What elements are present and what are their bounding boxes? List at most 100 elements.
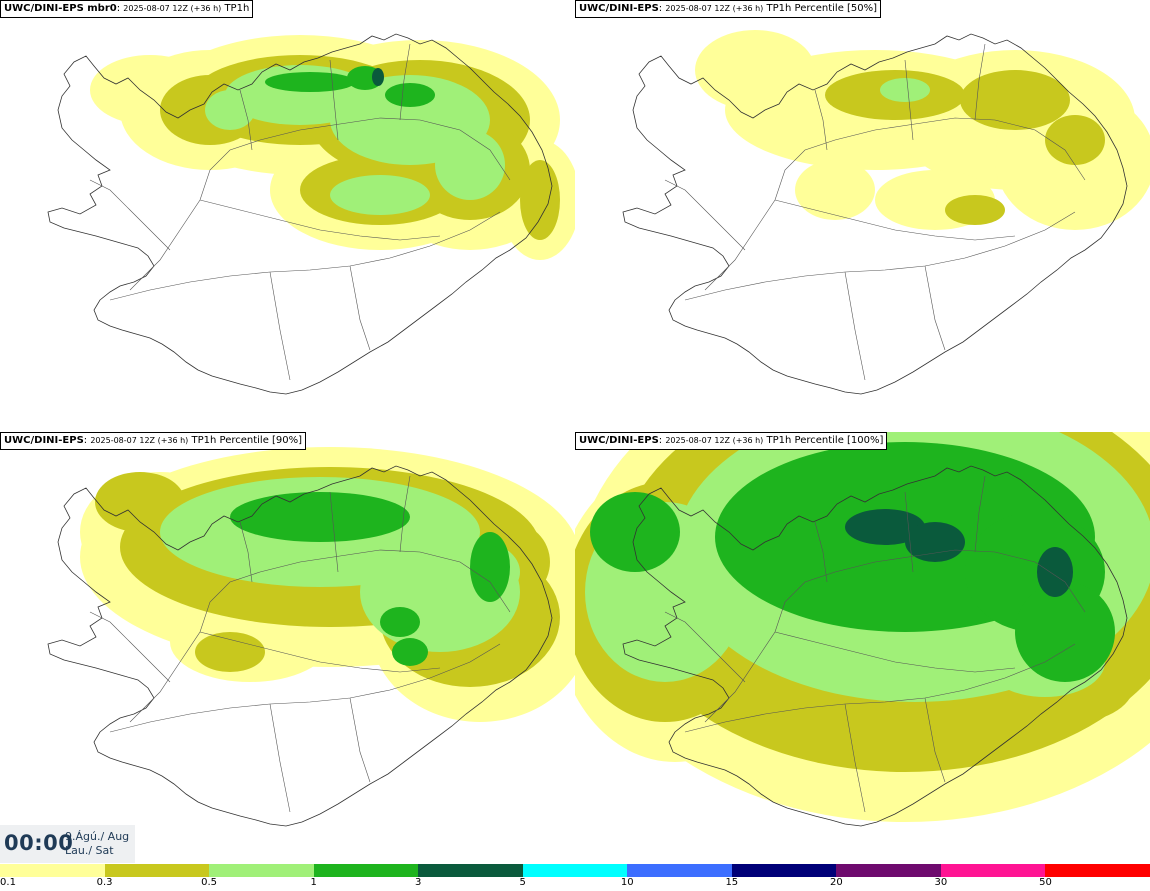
map-panel-p100: UWC/DINI-EPS: 2025-08-07 12Z (+36 h) TP1… xyxy=(575,432,1150,862)
road-line xyxy=(349,697,371,783)
model-label: UWC/DINI-EPS xyxy=(579,3,659,14)
road-line xyxy=(664,611,746,683)
road-line xyxy=(844,703,866,813)
precip-area xyxy=(230,492,410,542)
valid-date: 9.Ágú./ Aug xyxy=(65,830,130,843)
precip-area xyxy=(590,492,680,572)
run-label: 2025-08-07 12Z (+36 h) xyxy=(123,4,222,13)
precip-area xyxy=(845,509,925,545)
road-line xyxy=(89,611,171,683)
road-line xyxy=(974,475,986,553)
precip-area xyxy=(95,472,185,532)
precip-area xyxy=(385,83,435,107)
precip-area xyxy=(372,68,384,86)
color-scale-tick-label: 30 xyxy=(934,877,948,888)
road-line xyxy=(89,179,171,251)
color-scale-tick-label: 0.5 xyxy=(201,877,218,888)
run-label: 2025-08-07 12Z (+36 h) xyxy=(90,436,189,445)
road-line xyxy=(704,117,1086,291)
valid-weekday: Lau./ Sat xyxy=(65,844,114,857)
color-scale-segment xyxy=(627,864,732,877)
color-scale-segment xyxy=(313,864,419,877)
color-scale-tick-label: 10 xyxy=(620,877,634,888)
road-line xyxy=(199,199,441,241)
coastline xyxy=(622,33,1128,395)
precip-area xyxy=(380,607,420,637)
coastline xyxy=(47,465,553,827)
color-scale-tick-label: 15 xyxy=(725,877,739,888)
precip-area xyxy=(1045,115,1105,165)
road-line xyxy=(814,89,828,151)
precip-area xyxy=(945,195,1005,225)
road-line xyxy=(774,631,1016,673)
color-scale-tick-label: 1 xyxy=(310,877,317,888)
road-line xyxy=(329,59,339,141)
road-line xyxy=(129,117,511,291)
run-label: 2025-08-07 12Z (+36 h) xyxy=(665,436,764,445)
precip-area xyxy=(195,632,265,672)
color-scale-tick-label: 3 xyxy=(414,877,422,888)
color-scale-segment xyxy=(104,864,210,877)
road-line xyxy=(924,697,946,783)
precip-area xyxy=(205,90,255,130)
precip-map xyxy=(47,447,575,827)
precip-area xyxy=(520,160,560,240)
color-scale-segment xyxy=(940,864,1046,877)
precip-area xyxy=(695,30,815,110)
road-line xyxy=(109,211,501,301)
color-scale-tick-label: 0.3 xyxy=(96,877,113,888)
road-line xyxy=(349,265,371,351)
road-line xyxy=(109,643,501,733)
precip-area xyxy=(330,175,430,215)
valid-time: 00:00 xyxy=(4,831,74,855)
precip-area xyxy=(265,72,355,92)
color-scale-tick-label: 0.1 xyxy=(0,877,16,888)
road-line xyxy=(844,271,866,381)
road-line xyxy=(924,265,946,351)
precip-area xyxy=(392,638,428,666)
precip-area xyxy=(1037,547,1073,597)
coastline xyxy=(47,33,553,395)
precip-map xyxy=(575,432,1150,827)
road-line xyxy=(774,199,1016,241)
field-label: TP1h Percentile [50%] xyxy=(766,3,878,14)
precip-area xyxy=(795,160,875,220)
color-scale-segment xyxy=(522,864,628,877)
model-label: UWC/DINI-EPS xyxy=(4,435,84,446)
color-scale-ticks: 0.1 0.3 0.5 1 3 5 10 15 20 30 50 xyxy=(0,877,1150,891)
road-line xyxy=(399,475,411,553)
map-panel-p90: UWC/DINI-EPS: 2025-08-07 12Z (+36 h) TP1… xyxy=(0,432,575,862)
precip-area xyxy=(1015,582,1115,682)
road-line xyxy=(269,271,291,381)
road-line xyxy=(239,521,253,583)
color-scale-segment xyxy=(731,864,837,877)
road-line xyxy=(269,703,291,813)
precip-map xyxy=(47,33,575,395)
road-line xyxy=(129,549,511,723)
run-label: 2025-08-07 12Z (+36 h) xyxy=(665,4,764,13)
field-label: TP1h Percentile [90%] xyxy=(191,435,303,446)
road-line xyxy=(704,549,1086,723)
coastline xyxy=(622,465,1128,827)
road-line xyxy=(684,643,1076,733)
road-line xyxy=(904,491,914,573)
color-scale-segment xyxy=(0,864,105,877)
model-label: UWC/DINI-EPS xyxy=(579,435,659,446)
precip-area xyxy=(880,78,930,102)
road-line xyxy=(664,179,746,251)
road-line xyxy=(199,631,441,673)
color-scale-tick-label: 20 xyxy=(829,877,843,888)
precip-area xyxy=(905,522,965,562)
map-panel-p50: UWC/DINI-EPS: 2025-08-07 12Z (+36 h) TP1… xyxy=(575,0,1150,430)
field-label: TP1h xyxy=(224,3,250,14)
road-line xyxy=(684,211,1076,301)
color-scale-bar xyxy=(0,864,1150,877)
panel-title: UWC/DINI-EPS: 2025-08-07 12Z (+36 h) TP1… xyxy=(575,432,888,450)
field-label: TP1h Percentile [100%] xyxy=(766,435,884,446)
color-scale-segment xyxy=(209,864,314,877)
road-line xyxy=(399,43,411,121)
color-scale-segment xyxy=(836,864,941,877)
precip-area xyxy=(435,130,505,200)
road-line xyxy=(239,89,253,151)
color-scale-tick-label: 50 xyxy=(1039,877,1052,888)
